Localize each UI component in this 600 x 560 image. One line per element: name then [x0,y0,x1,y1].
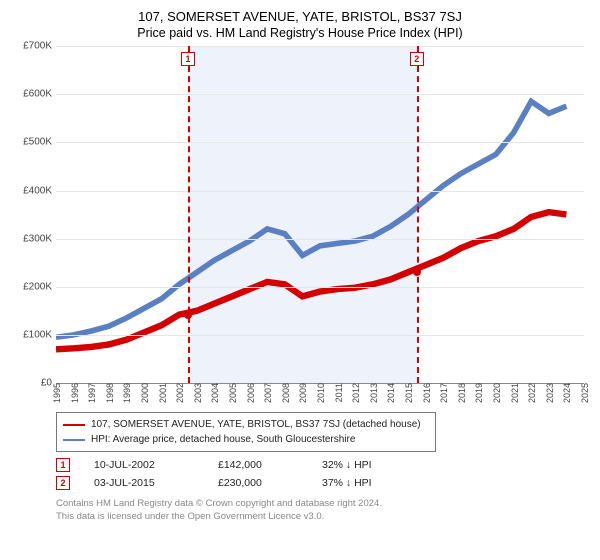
x-tick-label: 1999 [122,383,132,403]
x-tick-label: 2012 [351,383,361,403]
x-tick-label: 2010 [316,383,326,403]
x-tick-label: 2013 [369,383,379,403]
x-tick-label: 2025 [580,383,590,403]
x-tick-label: 2024 [562,383,572,403]
footer-attribution: Contains HM Land Registry data © Crown c… [56,498,588,523]
x-tick-label: 2004 [210,383,220,403]
x-tick-label: 2018 [457,383,467,403]
chart-area: £0£100K£200K£300K£400K£500K£600K£700K121… [56,46,584,406]
sale-pct-vs-hpi: 32% ↓ HPI [322,459,422,471]
x-tick-label: 2011 [334,383,344,402]
series-line [56,212,566,349]
x-tick-label: 1996 [70,383,80,403]
x-tick-label: 2007 [263,383,273,403]
legend-label: HPI: Average price, detached house, Sout… [91,432,355,447]
legend-row: 107, SOMERSET AVENUE, YATE, BRISTOL, BS3… [63,417,429,432]
x-tick-label: 2003 [193,383,203,403]
y-gridline [56,191,584,192]
sale-date: 10-JUL-2002 [94,459,194,471]
sale-badge: 2 [56,476,70,490]
x-tick-label: 1995 [52,383,62,403]
y-gridline [56,287,584,288]
y-tick-label: £400K [23,185,56,196]
x-tick-label: 2000 [140,383,150,403]
series-line [56,102,566,338]
sale-date: 03-JUL-2015 [94,477,194,489]
sale-marker-line [417,46,419,383]
x-tick-label: 1998 [105,383,115,403]
legend-swatch [63,439,85,441]
legend-row: HPI: Average price, detached house, Sout… [63,432,429,447]
y-gridline [56,46,584,47]
y-tick-label: £100K [23,330,56,341]
y-gridline [56,94,584,95]
x-tick-label: 2022 [527,383,537,403]
y-gridline [56,142,584,143]
x-tick-label: 2008 [281,383,291,403]
sale-badge: 1 [56,458,70,472]
sale-row: 1 10-JUL-2002 £142,000 32% ↓ HPI [56,456,588,474]
sale-pct-vs-hpi: 37% ↓ HPI [322,477,422,489]
sale-price: £142,000 [218,459,298,471]
legend-swatch [63,424,85,426]
sale-marker-dot [413,268,421,276]
sale-marker-dot [184,311,192,319]
x-tick-label: 2021 [510,383,520,403]
sale-row: 2 03-JUL-2015 £230,000 37% ↓ HPI [56,474,588,492]
y-gridline [56,239,584,240]
y-tick-label: £700K [23,41,56,52]
x-tick-label: 2009 [298,383,308,403]
x-tick-label: 2005 [228,383,238,403]
plot-region: £0£100K£200K£300K£400K£500K£600K£700K121… [56,46,584,384]
y-tick-label: £300K [23,233,56,244]
sale-price: £230,000 [218,477,298,489]
x-tick-label: 2014 [386,383,396,403]
sale-marker-line [188,46,190,383]
x-tick-label: 2020 [492,383,502,403]
y-tick-label: £600K [23,89,56,100]
y-tick-label: £500K [23,137,56,148]
legend-box: 107, SOMERSET AVENUE, YATE, BRISTOL, BS3… [56,412,436,452]
chart-title: 107, SOMERSET AVENUE, YATE, BRISTOL, BS3… [12,8,588,26]
footer-line: This data is licensed under the Open Gov… [56,511,588,523]
x-tick-label: 2006 [246,383,256,403]
x-tick-label: 2015 [404,383,414,403]
sales-table: 1 10-JUL-2002 £142,000 32% ↓ HPI 2 03-JUL-201… [56,456,588,492]
x-tick-label: 2023 [545,383,555,403]
x-tick-label: 2001 [158,383,168,403]
y-tick-label: £200K [23,281,56,292]
sale-marker-badge: 2 [410,52,424,66]
line-layer [56,46,584,383]
x-tick-label: 2016 [422,383,432,403]
chart-subtitle: Price paid vs. HM Land Registry's House … [12,26,588,40]
x-tick-label: 2002 [175,383,185,403]
footer-line: Contains HM Land Registry data © Crown c… [56,498,588,510]
y-gridline [56,335,584,336]
legend-label: 107, SOMERSET AVENUE, YATE, BRISTOL, BS3… [91,417,421,432]
sale-marker-badge: 1 [181,52,195,66]
x-tick-label: 2017 [439,383,449,403]
x-tick-label: 1997 [87,383,97,403]
x-tick-label: 2019 [474,383,484,403]
